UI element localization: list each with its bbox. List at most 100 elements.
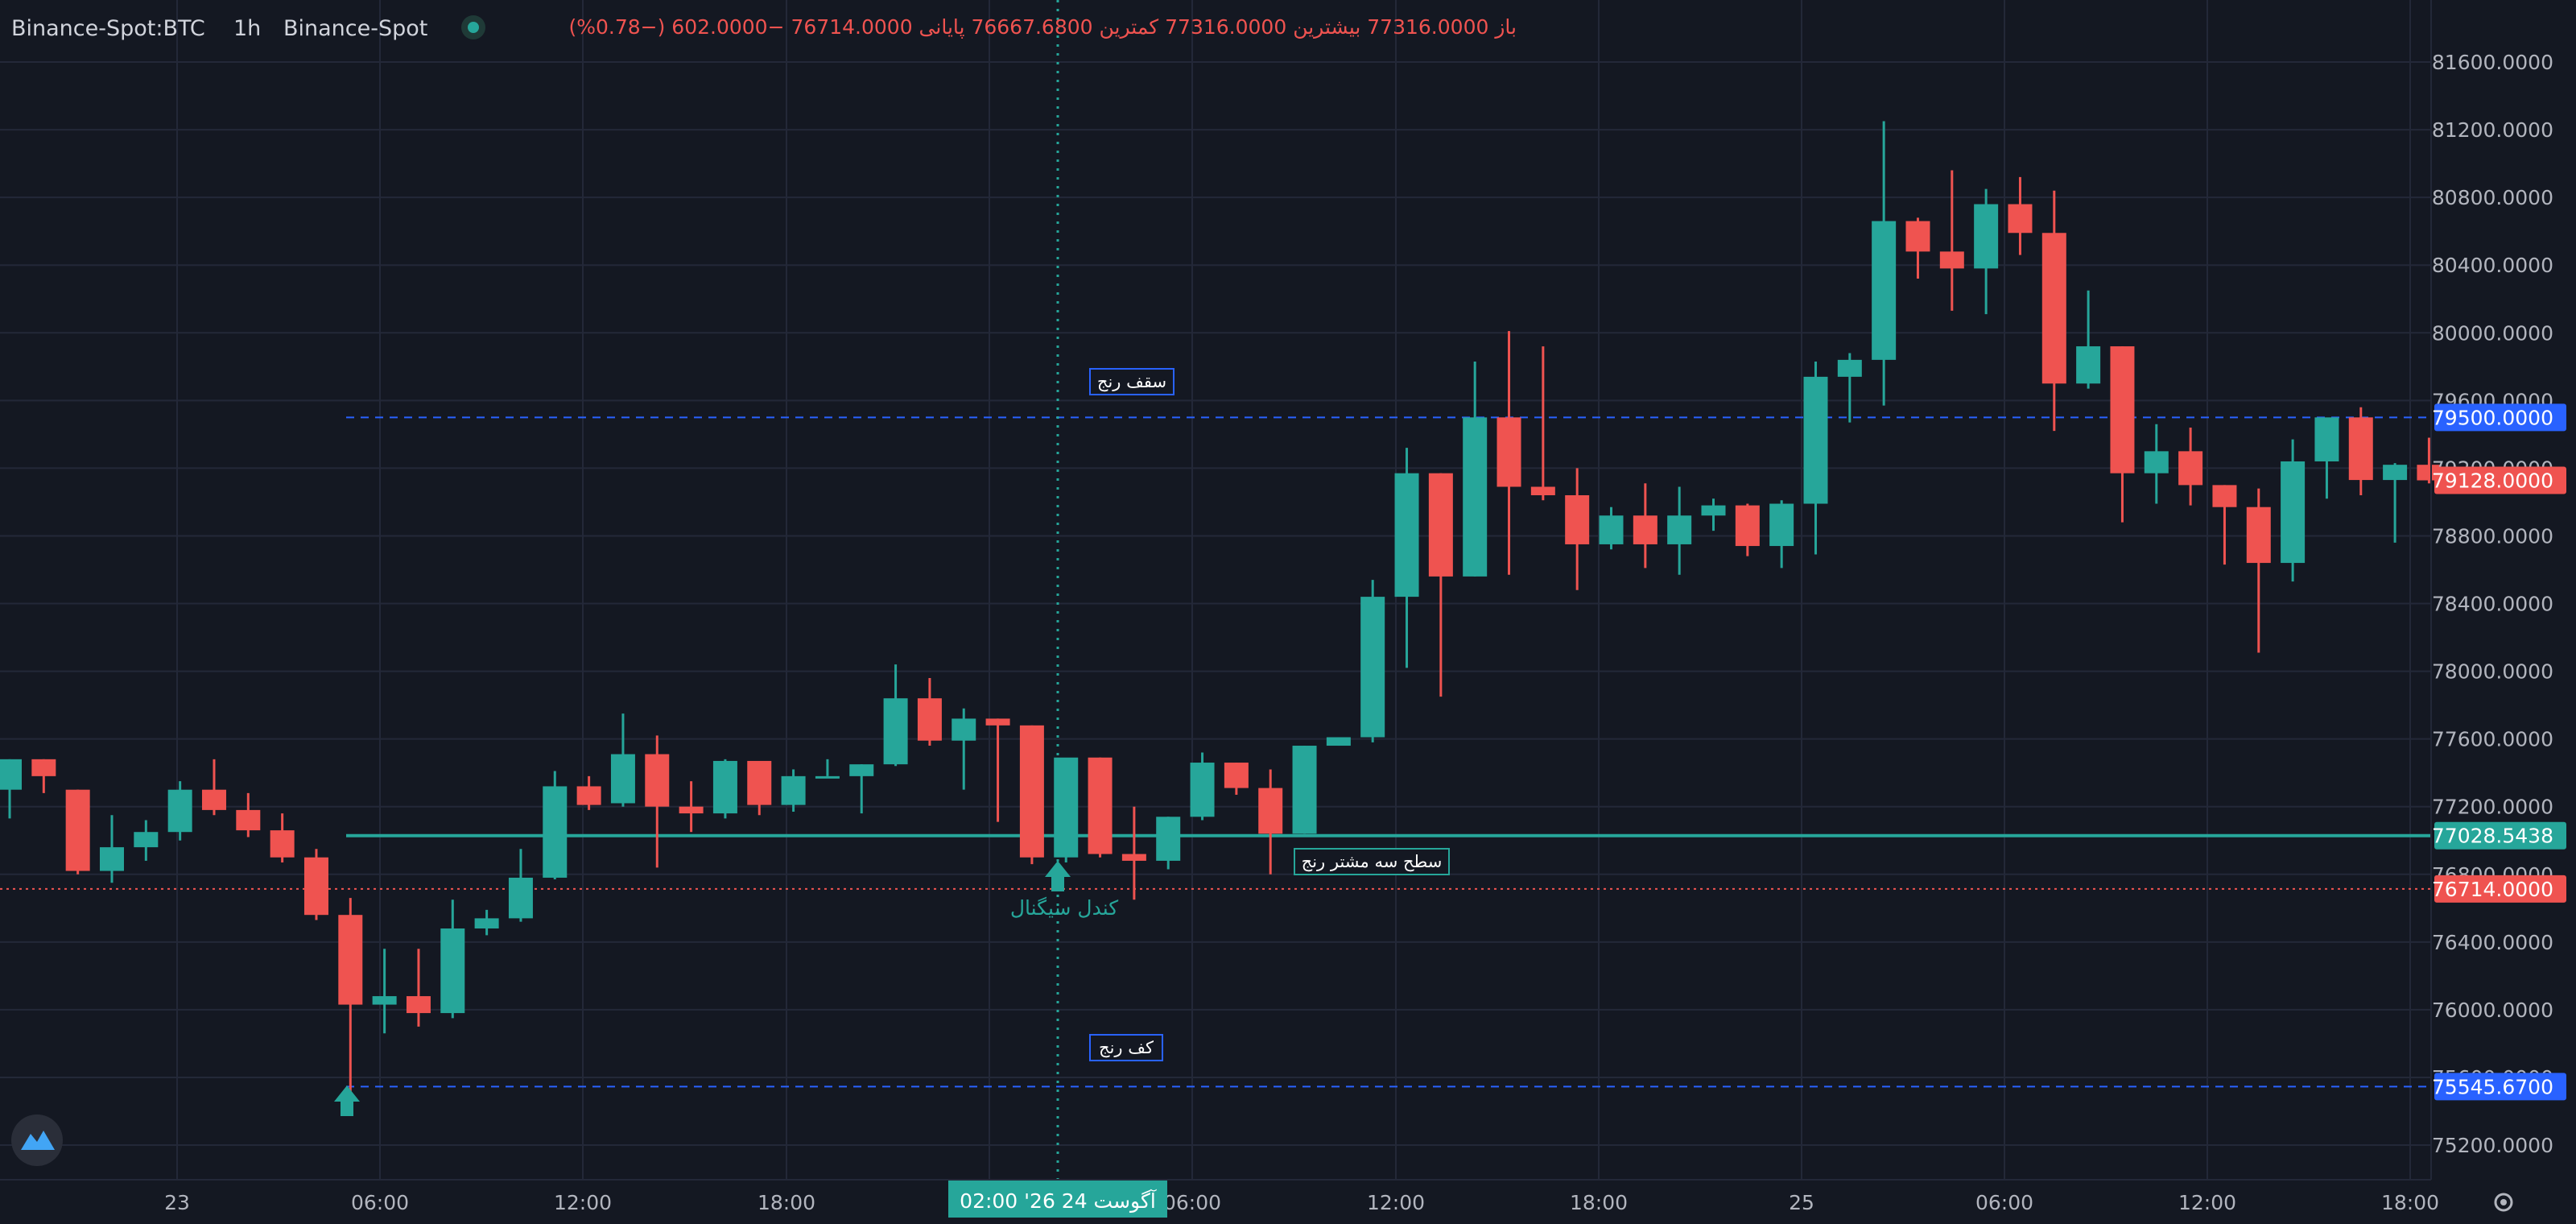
candle-body [1837,359,1862,377]
interval-label[interactable]: 1h [233,16,261,41]
candle-body [508,877,533,919]
price-tick-label: 76000.0000 [2432,999,2553,1022]
candle [372,949,397,1034]
candle [1974,188,1999,315]
settings-gear-icon[interactable] [2494,1193,2513,1212]
price-tick-label: 80800.0000 [2432,186,2553,209]
candle [474,909,499,936]
candle [1939,170,1964,311]
candle [576,775,601,810]
price-tag-three-touch-level: 77028.5438 [2432,821,2566,850]
candle [883,664,908,767]
candle-body [236,809,261,831]
candle [952,708,976,790]
candle-body [576,786,601,805]
crosshair-time-label: 02:00 '26 آگوست 24 [948,1181,1167,1218]
logo-icon[interactable] [11,1114,63,1166]
candle-body [31,759,56,776]
candle-body [270,830,295,858]
candle-body [1292,746,1317,834]
candle-body [1326,737,1351,746]
candle-body [1258,788,1283,834]
candle [2281,439,2306,582]
candle-body [1190,763,1215,817]
candle [1394,448,1419,668]
price-tick-label: 77600.0000 [2432,728,2553,751]
candle [543,771,568,880]
candle [2212,485,2237,565]
signal-arrow-up-icon [334,1085,360,1116]
candle-body [1394,473,1419,598]
crosshair-time-text: 02:00 '26 آگوست 24 [960,1189,1157,1213]
price-tag-range-bottom-box [2434,1073,2566,1101]
candle-body [1769,503,1794,547]
candle-body [1803,376,1828,504]
time-tick-label: 06:00 [351,1191,409,1214]
candle [99,815,124,883]
candle-body [406,996,431,1014]
price-tag-range-top-text: 79500.0000 [2432,406,2553,429]
candle [1701,498,1726,531]
candle [1667,486,1692,575]
candle-body [543,786,568,878]
candle-body [134,832,159,848]
candle-body [2041,233,2066,384]
symbol-label[interactable]: Binance-Spot:BTC [11,16,205,41]
time-tick-label: 06:00 [1975,1191,2033,1214]
candle-body [1428,473,1453,577]
candle-body [917,698,942,741]
candle-body [167,789,192,833]
candle-body [440,928,465,1014]
candle [1496,331,1521,575]
price-tick-label: 78400.0000 [2432,593,2553,616]
candle-body [372,996,397,1005]
candle [2041,190,2066,432]
time-tick-label: 12:00 [2178,1191,2236,1214]
candle [1735,503,1760,556]
time-tick-label: 18:00 [2381,1191,2439,1214]
candle [712,759,737,819]
candle-body [201,789,226,810]
candle [2008,176,2033,255]
price-tick-label: 81200.0000 [2432,118,2553,142]
candle-body [1496,417,1521,487]
level-label-box [1294,848,1450,875]
time-tick-label: 12:00 [554,1191,612,1214]
price-tag-range-bottom: 75545.6700 [2432,1073,2566,1101]
candle-body [952,718,976,741]
candle [2314,417,2339,499]
candle [270,813,295,863]
candle [134,820,159,861]
candle-body [1599,515,1624,544]
candle-body [1530,486,1555,495]
candle-body [1905,221,1930,252]
candle [1156,817,1181,870]
candle-body [2178,451,2203,486]
candle-body [65,789,90,871]
candle-body [2348,417,2373,481]
candle-body [2076,346,2101,384]
candle [1326,737,1351,746]
candle [338,898,363,1103]
signal-candle-label: کندل سیگنال [1010,896,1118,920]
price-axis: 75200.000075600.000076000.000076400.0000… [2430,0,2566,1180]
level-label: سطح سه مشتر رنج [1294,848,1450,875]
price-tag-range-bottom-text: 75545.6700 [2432,1075,2553,1098]
candle-body [1939,251,1964,269]
candle-body [747,760,772,805]
price-tick-label: 77200.0000 [2432,796,2553,819]
candle [31,759,56,793]
candle [781,769,806,812]
candle [1803,361,1828,555]
candle-body [1121,854,1146,861]
candle [610,713,635,807]
candle-body [1054,757,1079,858]
candle-body [1463,417,1488,577]
exchange-label: Binance-Spot [283,16,427,41]
candle [508,849,533,922]
candle-body [1735,505,1760,547]
candle-body [2246,507,2271,564]
